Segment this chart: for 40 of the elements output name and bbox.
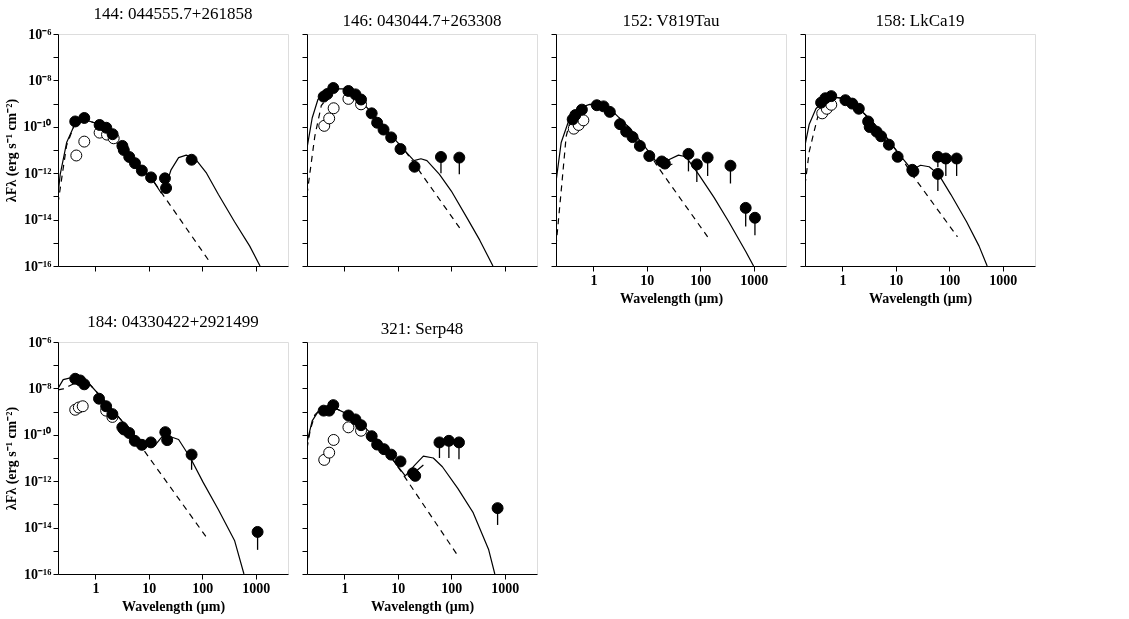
y-axis-title: λFλ (erg s⁻¹ cm⁻²) [4, 98, 21, 203]
y-tick-label: 10⁻¹⁴ [24, 212, 53, 228]
y-tick-label: 10⁻⁶ [28, 334, 52, 350]
x-tick-label: 1000 [989, 272, 1018, 288]
y-tick-label: 10⁻¹⁴ [24, 520, 53, 536]
chart-title: 146: 043044.7+263308 [342, 10, 502, 30]
x-tick-label: 1 [839, 272, 847, 288]
y-tick-label: 10⁻¹⁶ [24, 566, 52, 582]
x-tick-label: 100 [939, 272, 961, 288]
x-tick-label: 100 [192, 580, 214, 596]
x-tick-label: 100 [690, 272, 712, 288]
x-tick-label: 10 [391, 580, 406, 596]
y-tick-label: 10⁻¹⁰ [23, 118, 52, 135]
x-tick-label: 10 [142, 580, 157, 596]
y-tick-label: 10⁻⁶ [28, 26, 52, 42]
x-tick-label: 1000 [242, 580, 271, 596]
x-axis-title: Wavelength (μm) [868, 290, 973, 307]
x-axis-title: Wavelength (μm) [370, 598, 475, 615]
chart-title: 158: LkCa19 [875, 10, 965, 30]
x-tick-label: 1000 [740, 272, 769, 288]
chart-title: 321: Serp48 [380, 318, 464, 338]
x-tick-label: 10 [640, 272, 655, 288]
y-tick-label: 10⁻¹⁰ [23, 426, 52, 443]
chart-title: 144: 044555.7+261858 [93, 4, 253, 23]
chart-title: 152: V819Tau [622, 10, 721, 30]
y-tick-label: 10⁻⁸ [28, 72, 52, 88]
y-tick-label: 10⁻⁸ [28, 380, 52, 396]
x-tick-label: 10 [889, 272, 904, 288]
x-axis-title: Wavelength (μm) [619, 290, 724, 307]
x-tick-label: 1 [341, 580, 349, 596]
x-axis-title: Wavelength (μm) [121, 598, 226, 615]
chart-title: 184: 04330422+2921499 [87, 312, 259, 331]
y-tick-label: 10⁻¹² [24, 165, 52, 181]
x-tick-label: 1 [590, 272, 598, 288]
x-tick-label: 100 [441, 580, 463, 596]
x-tick-label: 1 [92, 580, 100, 596]
y-tick-label: 10⁻¹⁶ [24, 258, 52, 274]
x-tick-label: 1000 [491, 580, 520, 596]
y-axis-title: λFλ (erg s⁻¹ cm⁻²) [4, 406, 21, 511]
y-tick-label: 10⁻¹² [24, 473, 52, 489]
